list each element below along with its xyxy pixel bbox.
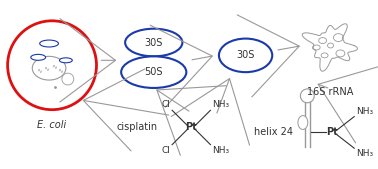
Circle shape — [8, 21, 96, 110]
Text: Pt: Pt — [327, 127, 338, 137]
Ellipse shape — [125, 29, 183, 56]
Text: helix 24: helix 24 — [254, 127, 293, 137]
Text: 50S: 50S — [144, 67, 163, 77]
Ellipse shape — [121, 56, 186, 88]
Text: NH₃: NH₃ — [212, 146, 229, 155]
Text: 16S rRNA: 16S rRNA — [307, 87, 354, 97]
Text: ∿: ∿ — [51, 63, 57, 69]
Text: NH₃: NH₃ — [212, 100, 229, 109]
Text: ∿: ∿ — [36, 67, 42, 73]
Ellipse shape — [40, 40, 59, 47]
Text: cisplatin: cisplatin — [116, 123, 158, 132]
Text: ∿: ∿ — [43, 65, 49, 71]
Ellipse shape — [59, 58, 72, 63]
Text: Pt: Pt — [185, 123, 197, 132]
Text: 30S: 30S — [144, 38, 163, 47]
Text: Cl: Cl — [161, 146, 170, 155]
Ellipse shape — [219, 39, 272, 72]
Ellipse shape — [31, 54, 46, 60]
Text: NH₃: NH₃ — [356, 149, 373, 158]
Text: NH₃: NH₃ — [356, 107, 373, 116]
Text: Cl: Cl — [161, 100, 170, 109]
Circle shape — [301, 89, 314, 103]
Text: ∿: ∿ — [57, 67, 63, 73]
Text: E. coli: E. coli — [37, 119, 67, 130]
Ellipse shape — [32, 56, 66, 80]
Text: 30S: 30S — [236, 50, 255, 60]
Ellipse shape — [298, 116, 308, 129]
Circle shape — [62, 73, 74, 85]
